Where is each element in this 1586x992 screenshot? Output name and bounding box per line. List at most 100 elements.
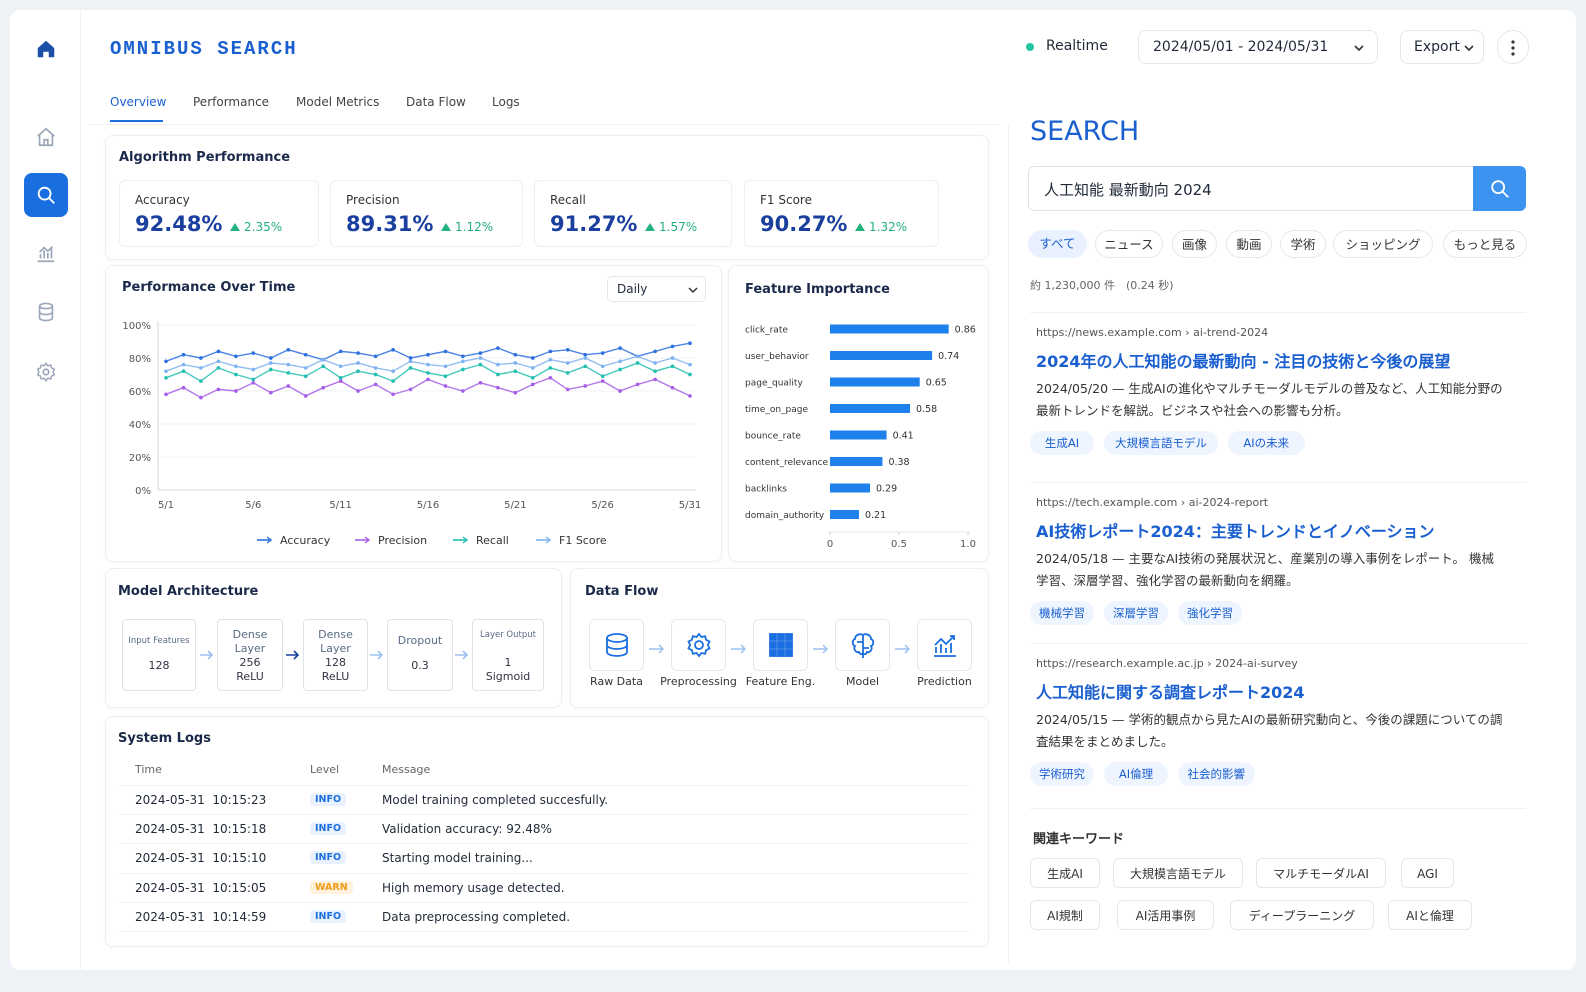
- filter-chip[interactable]: 動画: [1226, 230, 1272, 258]
- arrow-icon: [731, 644, 747, 654]
- x-tick-label: 5/16: [417, 500, 439, 511]
- result-tag[interactable]: AI倫理: [1104, 762, 1168, 786]
- layer-detail: 256: [239, 656, 261, 669]
- result-tag[interactable]: 学術研究: [1030, 762, 1094, 786]
- filter-chip[interactable]: 学術: [1280, 230, 1326, 258]
- icon: [37, 186, 55, 204]
- result-title[interactable]: 人工知能に関する調査レポート2024: [1036, 683, 1305, 702]
- layer-name: Dropout: [397, 634, 443, 647]
- icon: [37, 245, 55, 263]
- more-button[interactable]: [1497, 30, 1529, 64]
- result-title[interactable]: AI技術レポート2024：主要トレンドとイノベーション: [1036, 522, 1435, 541]
- filter-chip[interactable]: もっと見る: [1443, 230, 1527, 258]
- filter-chip[interactable]: すべて: [1028, 230, 1087, 258]
- metric-change: 1.32%: [869, 220, 908, 234]
- related-chip[interactable]: 大規模言語モデル: [1113, 858, 1243, 888]
- result-tag[interactable]: 社会的影響: [1178, 762, 1255, 786]
- flow-label: Prediction: [917, 675, 972, 688]
- trend-up: [645, 223, 655, 231]
- tab-indicator: [110, 120, 163, 122]
- separator: [1030, 312, 1526, 313]
- arrow-icon: [895, 644, 911, 654]
- result-tag[interactable]: 大規模言語モデル: [1104, 431, 1218, 455]
- result-title[interactable]: 2024年の人工知能の最新動向 - 注目の技術と今後の展望: [1036, 352, 1451, 371]
- search-icon: [1491, 180, 1509, 198]
- category-label: time_on_page: [745, 405, 808, 415]
- filter-chip[interactable]: 画像: [1172, 230, 1217, 258]
- period-select[interactable]: Daily: [607, 276, 706, 302]
- column-header: Time: [135, 763, 162, 776]
- export-button[interactable]: Export: [1400, 30, 1484, 64]
- x-tick-label: 5/11: [329, 500, 351, 511]
- bar: [830, 457, 883, 466]
- nav-settings[interactable]: [24, 350, 68, 394]
- logo-home[interactable]: [24, 27, 68, 71]
- bar: [830, 351, 933, 360]
- flow-step: [835, 619, 890, 671]
- value-label: 0.41: [893, 431, 914, 442]
- layer-detail: ReLU: [321, 670, 350, 683]
- date-picker[interactable]: 2024/05/01 - 2024/05/31: [1138, 30, 1378, 64]
- related-chip[interactable]: AIと倫理: [1388, 900, 1472, 930]
- result-url: https://tech.example.com › ai-2024-repor…: [1036, 496, 1269, 509]
- category-label: content_relevance: [745, 458, 829, 468]
- tab[interactable]: Data Flow: [406, 95, 466, 109]
- search-button[interactable]: [1473, 166, 1526, 211]
- data-flow: Data Flow Raw Data Preprocessing Feature En…: [570, 568, 989, 708]
- search-query: 人工知能 最新動向 2024: [1044, 181, 1212, 199]
- flow-icon: [934, 635, 956, 657]
- icon: [37, 40, 55, 58]
- nav-database[interactable]: [24, 290, 68, 334]
- layer-detail: 128: [325, 656, 346, 669]
- related-chip[interactable]: AI規制: [1030, 900, 1100, 930]
- category-label: domain_authority: [745, 511, 825, 521]
- layer-name: Dense Layer: [318, 628, 353, 655]
- line-plot: 0% 20% 40% 60% 80% 100% 5/1 5/6 5/11 5/16 5/21 5/26…: [122, 321, 701, 547]
- arrow-icon: [455, 650, 469, 660]
- filter-chip[interactable]: ショッピング: [1333, 230, 1433, 258]
- filter-chip[interactable]: ニュース: [1095, 230, 1163, 258]
- related-chip[interactable]: AI活用事例: [1117, 900, 1214, 930]
- tab[interactable]: Model Metrics: [296, 95, 380, 109]
- nav-home[interactable]: [24, 115, 68, 159]
- performance-chart: Performance Over Time Daily 0% 20% 40% 60% 80%…: [105, 265, 722, 562]
- nav-search[interactable]: [24, 173, 68, 217]
- result-tag[interactable]: AIの未来: [1228, 431, 1305, 455]
- result-tag[interactable]: 機械学習: [1030, 601, 1094, 625]
- result-tag[interactable]: 強化学習: [1178, 601, 1242, 625]
- layer-name: Input Features: [128, 636, 190, 646]
- category-label: backlinks: [745, 485, 787, 495]
- bar: [830, 324, 949, 334]
- search-box[interactable]: 人工知能 最新動向 2024: [1028, 166, 1474, 211]
- icon: [36, 362, 56, 382]
- flow-step: [917, 619, 972, 671]
- bar-plot: click_rate 0.86 user_behavior 0.74 page_qual…: [745, 324, 976, 550]
- flow-step: [671, 619, 726, 671]
- related-chip[interactable]: ディープラーニング: [1230, 900, 1374, 930]
- panel-title: Algorithm Performance: [119, 150, 291, 165]
- nav-analytics[interactable]: [24, 231, 68, 275]
- result-tag[interactable]: 生成AI: [1030, 431, 1094, 455]
- series-line: [164, 341, 692, 364]
- tab[interactable]: Logs: [492, 95, 520, 109]
- separator: [1030, 808, 1526, 809]
- series-line: [164, 354, 692, 374]
- category-label: click_rate: [745, 326, 788, 336]
- chevron: [688, 287, 698, 294]
- x-tick-label: 5/1: [158, 500, 174, 511]
- related-chip[interactable]: AGI: [1401, 858, 1454, 888]
- tab[interactable]: Overview: [110, 95, 167, 109]
- arrow: [370, 649, 384, 664]
- tab[interactable]: Performance: [193, 95, 270, 109]
- related-chip[interactable]: マルチモーダルAI: [1256, 858, 1386, 888]
- row-divider: [118, 901, 970, 903]
- panel-title: System Logs: [118, 731, 211, 746]
- metric-label: Precision: [346, 193, 400, 207]
- row-divider: [118, 814, 970, 816]
- dots: [1511, 40, 1515, 56]
- flow-icon: [851, 633, 875, 658]
- result-tag[interactable]: 深層学習: [1104, 601, 1168, 625]
- metric-label: F1 Score: [760, 193, 812, 207]
- related-chip[interactable]: 生成AI: [1030, 858, 1100, 888]
